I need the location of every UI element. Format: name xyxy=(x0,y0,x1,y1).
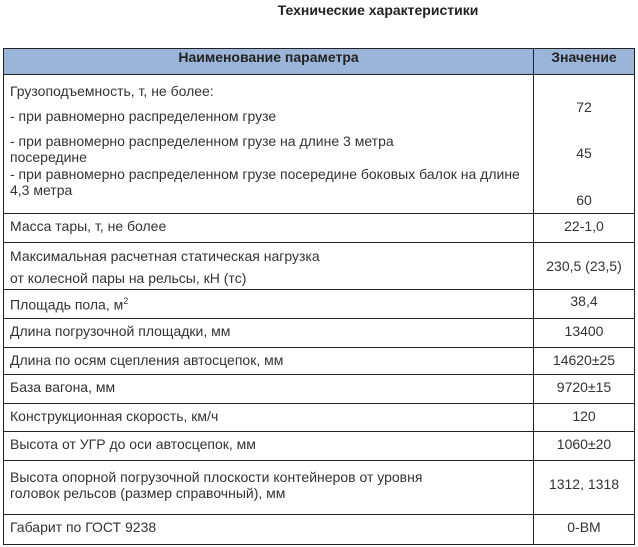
table-row: Масса тары, т, не более 22-1,0 xyxy=(3,213,635,243)
param-label: Длина по осям сцепления автосцепок, мм xyxy=(3,347,534,375)
page-title: Технические характеристики xyxy=(277,2,479,18)
param-label: Высота опорной погрузочной плоскости кон… xyxy=(3,460,534,515)
value: 72 xyxy=(576,99,592,115)
param-label-cell: Максимальная расчетная статическая нагру… xyxy=(3,242,534,290)
param-label: Площадь пола, м xyxy=(10,296,124,313)
capacity-item-label: - при равномерно распределенном грузе xyxy=(10,108,277,124)
capacity-values-cell: 72 45 60 xyxy=(533,74,635,214)
table-row: Максимальная расчетная статическая нагру… xyxy=(3,242,635,290)
capacity-label-cell: Грузоподъемность, т, не более: - при рав… xyxy=(3,74,534,214)
table-header: Наименование параметра Значение xyxy=(3,48,635,75)
param-label: Масса тары, т, не более xyxy=(3,213,534,243)
capacity-item-label: - при равномерно распределенном грузе по… xyxy=(10,166,520,198)
value: 60 xyxy=(576,192,592,208)
param-value: 120 xyxy=(533,403,635,432)
param-value: 0-ВМ xyxy=(533,514,635,545)
param-label-cell: Площадь пола, м2 xyxy=(3,289,534,319)
param-value: 1312, 1318 xyxy=(533,460,635,515)
param-label: Длина погрузочной площадки, мм xyxy=(3,318,534,348)
table-row: Длина по осям сцепления автосцепок, мм 14… xyxy=(3,347,635,375)
param-label: от колесной пары на рельсы, кН (тс) xyxy=(10,270,247,286)
param-label: Максимальная расчетная статическая нагру… xyxy=(10,248,320,264)
param-value: 230,5 (23,5) xyxy=(533,242,635,290)
superscript: 2 xyxy=(123,296,129,306)
table-row: Габарит по ГОСТ 9238 0-ВМ xyxy=(3,514,635,545)
capacity-label: Грузоподъемность, т, не более: xyxy=(10,83,214,99)
table-row: Высота опорной погрузочной плоскости кон… xyxy=(3,460,635,515)
value: 45 xyxy=(576,145,592,161)
table-row: Конструкционная скорость, км/ч 120 xyxy=(3,403,635,432)
header-name: Наименование параметра xyxy=(3,48,534,75)
param-value: 22-1,0 xyxy=(533,213,635,243)
specs-table: Наименование параметра Значение Грузопод… xyxy=(3,48,635,545)
table-row: Высота от УГР до оси автосцепок, мм 1060±… xyxy=(3,431,635,461)
param-value: 9720±15 xyxy=(533,374,635,404)
table-row: Длина погрузочной площадки, мм 13400 xyxy=(3,318,635,348)
capacity-item-label: - при равномерно распределенном грузе на… xyxy=(10,133,394,165)
table-row: База вагона, мм 9720±15 xyxy=(3,374,635,404)
table-row: Грузоподъемность, т, не более: - при рав… xyxy=(3,74,635,214)
param-value: 38,4 xyxy=(533,289,635,319)
header-value: Значение xyxy=(533,48,635,75)
param-value: 14620±25 xyxy=(533,347,635,375)
param-label: База вагона, мм xyxy=(3,374,534,404)
param-value: 1060±20 xyxy=(533,431,635,461)
param-label: Высота от УГР до оси автосцепок, мм xyxy=(3,431,534,461)
table-row: Площадь пола, м2 38,4 xyxy=(3,289,635,319)
param-label: Конструкционная скорость, км/ч xyxy=(3,403,534,432)
param-value: 13400 xyxy=(533,318,635,348)
param-label: Габарит по ГОСТ 9238 xyxy=(3,514,534,545)
